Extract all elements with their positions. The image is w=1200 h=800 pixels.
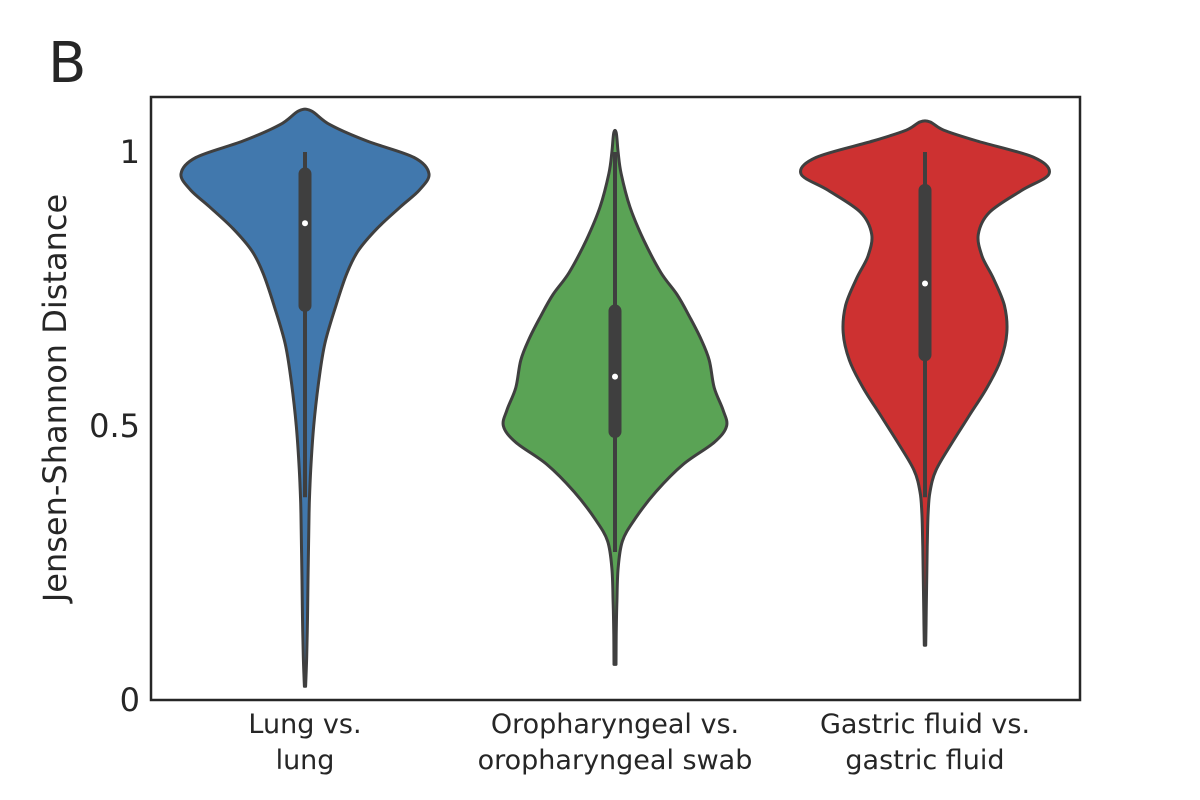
- y-tick-label-1: 0.5: [89, 407, 140, 445]
- y-tick-label-2: 1: [120, 133, 140, 171]
- x-tick-label-0-line-1: lung: [276, 745, 335, 776]
- violin-layer: [179, 107, 1051, 688]
- y-axis-ticks: 00.51: [89, 133, 140, 719]
- median-dot-2: [612, 373, 618, 380]
- x-tick-label-2-line-0: Gastric fluid vs.: [820, 709, 1030, 740]
- median-dot-1: [302, 220, 308, 227]
- median-dot-3: [922, 280, 928, 287]
- plot-frame: [149, 95, 1082, 702]
- y-axis-label: Jensen-Shannon Distance: [36, 194, 74, 604]
- panel-label: B: [48, 31, 86, 96]
- y-tick-label-0: 0: [120, 681, 140, 719]
- x-tick-label-1-line-1: oropharyngeal swab: [478, 745, 753, 776]
- x-tick-label-0-line-0: Lung vs.: [248, 709, 361, 740]
- x-tick-label-1-line-0: Oropharyngeal vs.: [491, 709, 739, 740]
- x-tick-label-2-line-1: gastric fluid: [845, 745, 1004, 776]
- x-axis-categories: Lung vs. lung Oropharyngeal vs. oropharynge…: [248, 709, 1030, 776]
